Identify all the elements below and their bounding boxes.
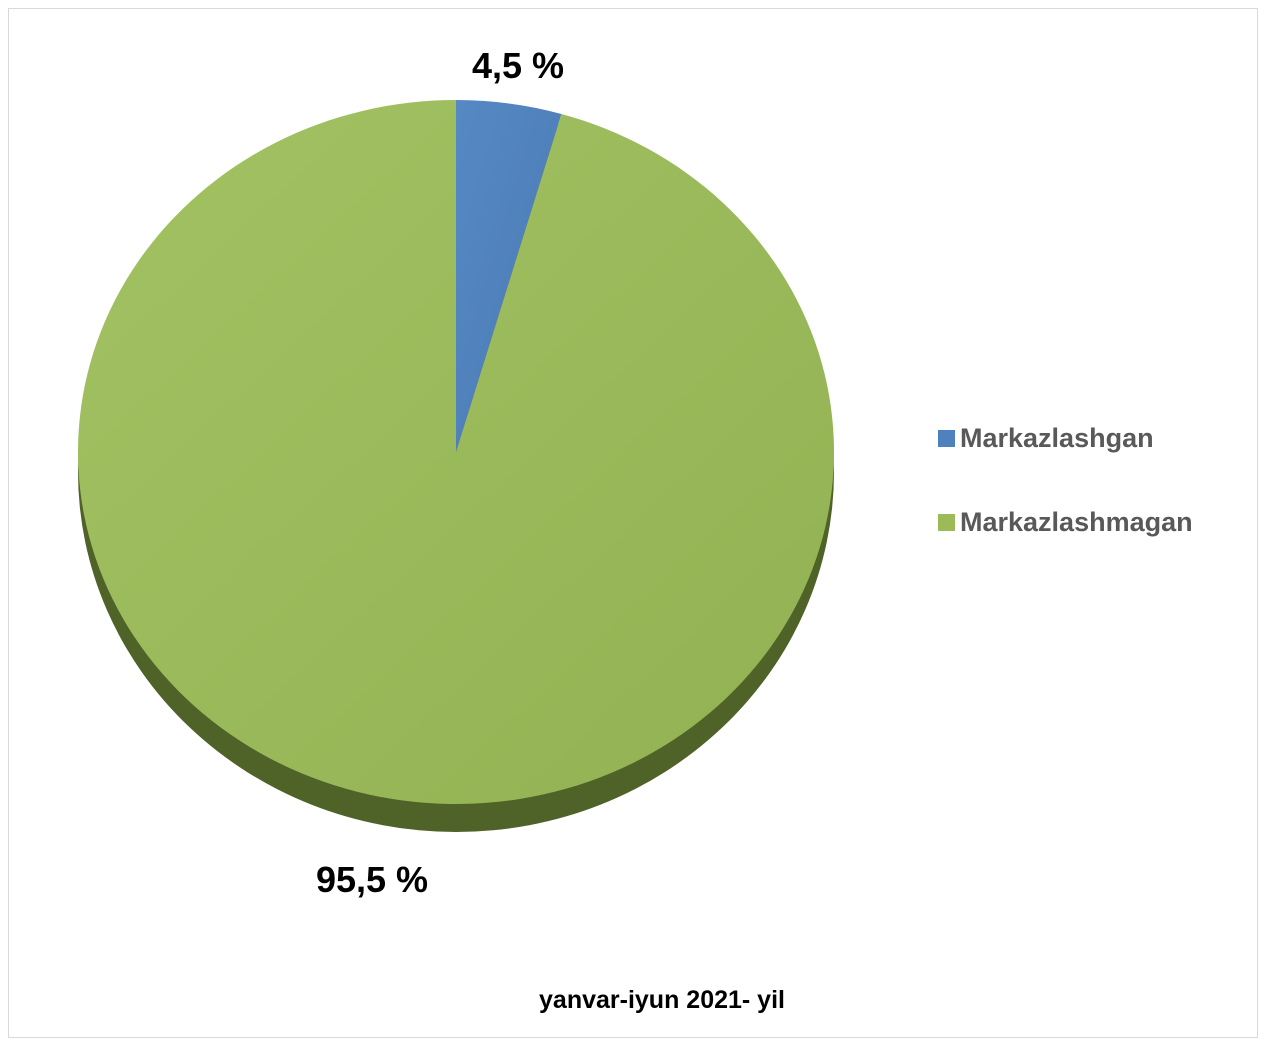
chart-caption: yanvar-iyun 2021- yil xyxy=(539,986,785,1014)
legend-swatch-markazlashgan xyxy=(938,430,955,447)
pie-slice-markazlashmagan xyxy=(77,100,835,805)
pie-slice-markazlashgan xyxy=(456,100,562,452)
legend-label-markazlashgan: Markazlashgan xyxy=(960,423,1154,453)
data-label-markazlashgan: 4,5 % xyxy=(472,45,564,86)
legend-swatch-markazlashmagan xyxy=(938,514,955,531)
pie-slices xyxy=(77,100,835,805)
legend-label-markazlashmagan: Markazlashmagan xyxy=(960,507,1193,537)
data-label-markazlashmagan: 95,5 % xyxy=(316,859,428,900)
legend: Markazlashgan Markazlashmagan xyxy=(938,423,1193,537)
